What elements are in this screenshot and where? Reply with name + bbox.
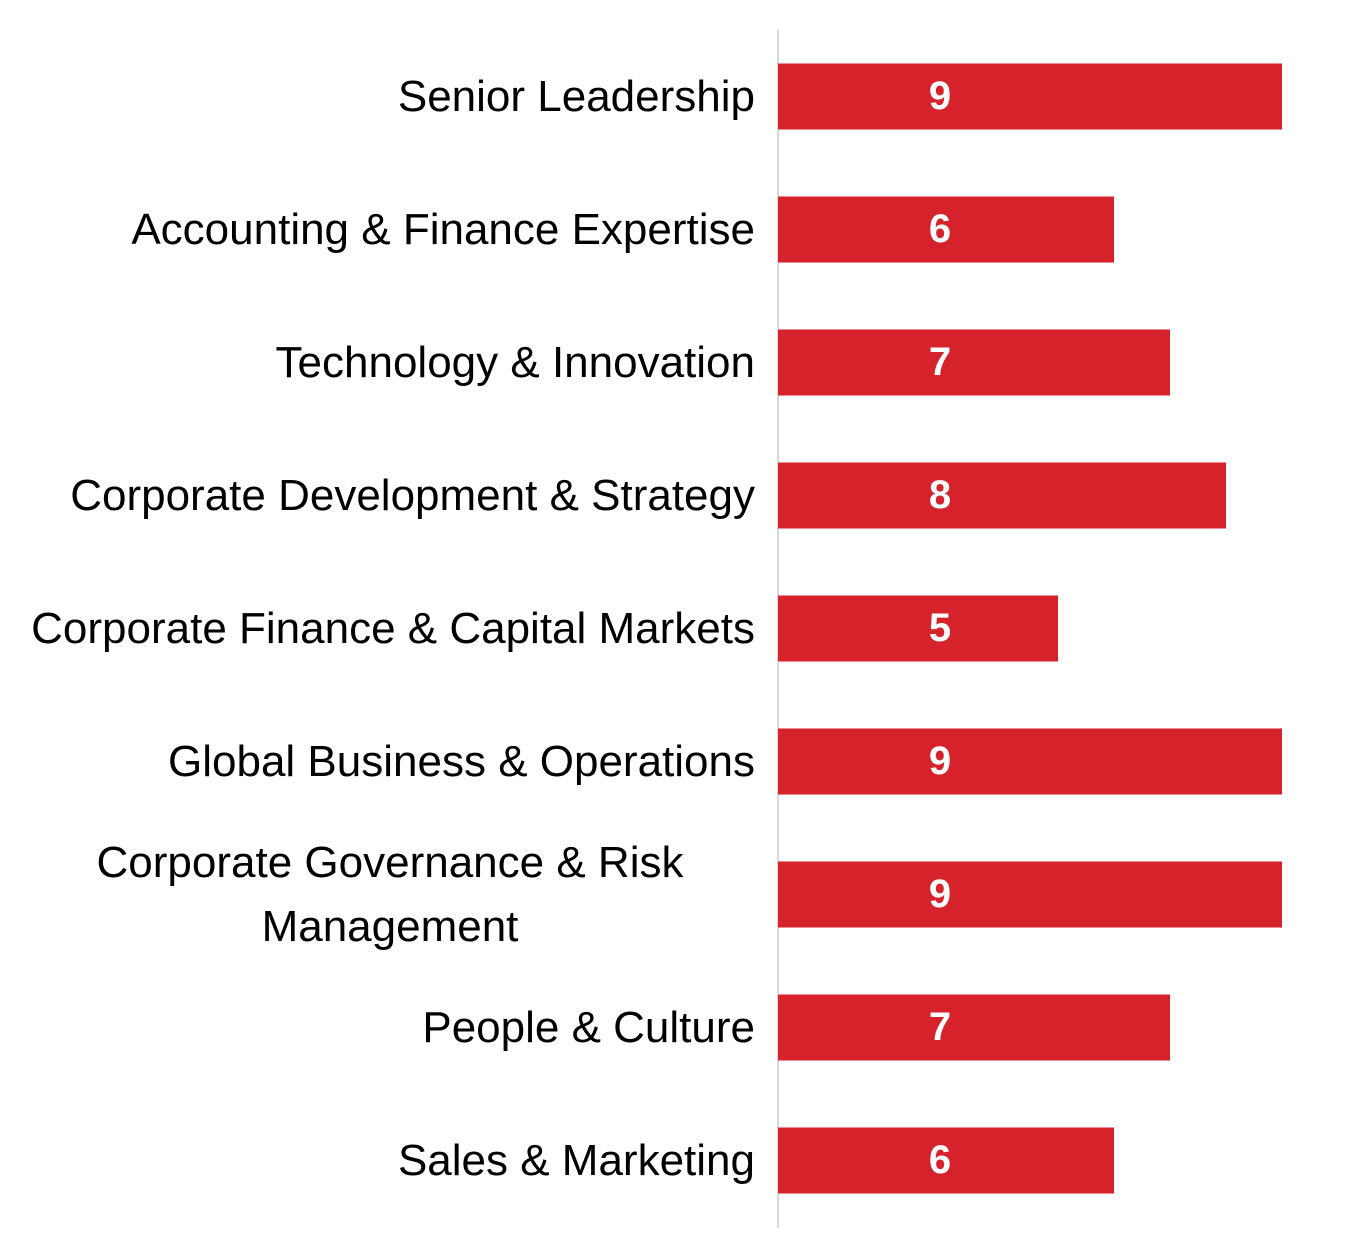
- category-label-box: Accounting & Finance Expertise: [25, 163, 755, 296]
- value-label: 9: [929, 872, 951, 916]
- value-label: 5: [929, 606, 951, 650]
- bar: [778, 1127, 1114, 1194]
- category-label-box: Senior Leadership: [25, 30, 755, 163]
- category-label-box: Corporate Finance & Capital Markets: [25, 562, 755, 695]
- bar: [778, 462, 1226, 529]
- value-label: 6: [929, 207, 951, 251]
- bar: [778, 196, 1114, 263]
- category-label: Accounting & Finance Expertise: [131, 204, 755, 254]
- category-label: Corporate Finance & Capital Markets: [31, 603, 755, 653]
- category-label: People & Culture: [422, 1002, 755, 1052]
- bar: [778, 728, 1282, 795]
- category-label: Sales & Marketing: [397, 1135, 755, 1185]
- category-label: Senior Leadership: [397, 71, 755, 121]
- value-label: 7: [929, 340, 951, 384]
- category-label-box: Corporate Development & Strategy: [25, 429, 755, 562]
- value-label: 7: [929, 1005, 951, 1049]
- category-label: Global Business & Operations: [168, 736, 755, 786]
- category-label-box: Sales & Marketing: [25, 1094, 755, 1227]
- category-label-box: People & Culture: [25, 961, 755, 1094]
- category-label: Technology & Innovation: [275, 337, 755, 387]
- bar: [778, 329, 1170, 396]
- bar: [778, 595, 1058, 662]
- category-label-box: Technology & Innovation: [25, 296, 755, 429]
- category-label: Corporate Development & Strategy: [70, 470, 755, 520]
- category-label: Corporate Governance & Risk Management: [96, 837, 684, 951]
- category-label-box: Corporate Governance & Risk Management: [25, 828, 755, 961]
- bar: [778, 63, 1282, 130]
- bar: [778, 994, 1170, 1061]
- bar: [778, 861, 1282, 928]
- value-label: 9: [929, 74, 951, 118]
- category-label-box: Global Business & Operations: [25, 695, 755, 828]
- value-label: 9: [929, 739, 951, 783]
- value-label: 8: [929, 473, 951, 517]
- value-label: 6: [929, 1138, 951, 1182]
